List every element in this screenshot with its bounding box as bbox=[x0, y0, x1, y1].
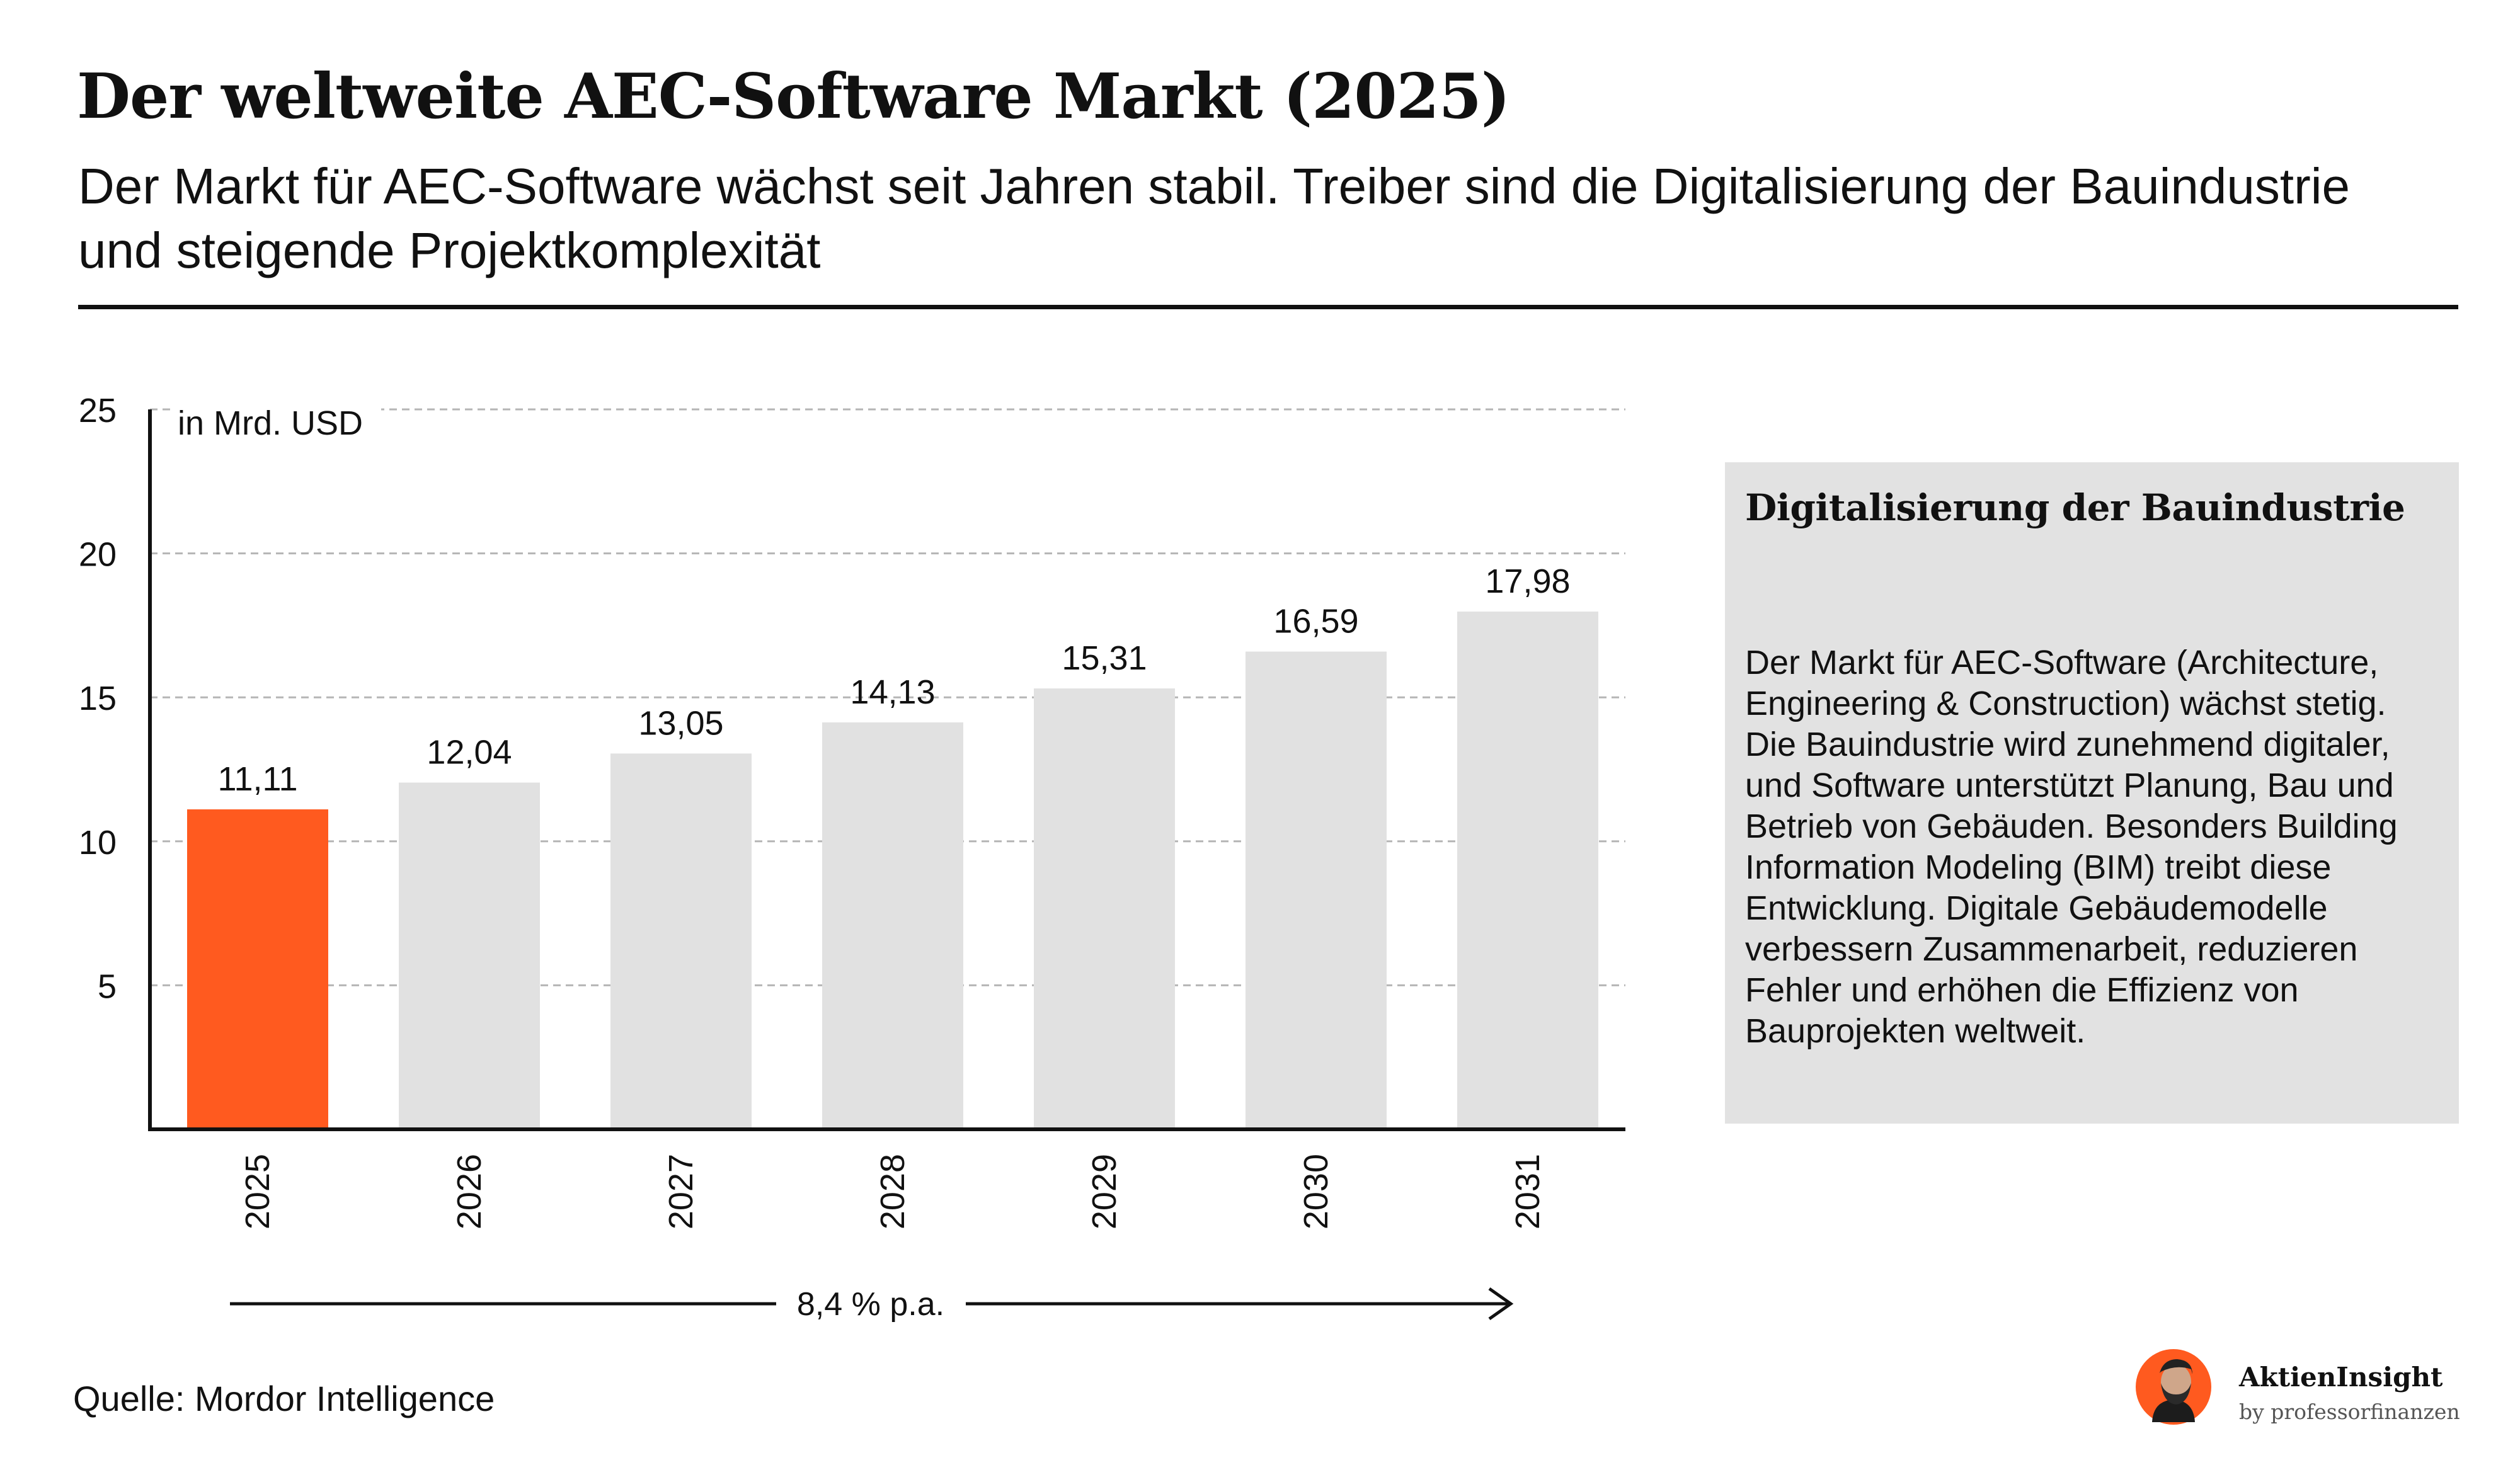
bar-value-label: 12,04 bbox=[427, 734, 512, 772]
page-subtitle: Der Markt für AEC-Software wächst seit J… bbox=[78, 158, 2351, 278]
bar-value-label: 17,98 bbox=[1485, 562, 1570, 600]
growth-rate-label: 8,4 % p.a. bbox=[797, 1286, 944, 1323]
x-tick-label: 2028 bbox=[874, 1154, 912, 1229]
bar-2030 bbox=[1246, 651, 1387, 1129]
bar-2031 bbox=[1457, 611, 1598, 1129]
y-axis-unit-label: in Mrd. USD bbox=[178, 404, 363, 442]
y-tick-label: 20 bbox=[79, 536, 117, 574]
info-panel-text: Der Markt für AEC-Software (Architecture… bbox=[1745, 644, 2398, 1050]
growth-annotation: 8,4 % p.a. bbox=[230, 1286, 1514, 1323]
info-panel: Digitalisierung der Bauindustrie Der Mar… bbox=[1725, 462, 2459, 1124]
x-tick-label: 2031 bbox=[1509, 1154, 1547, 1229]
bar-chart: in Mrd. USD 51015202511,11202512,0420261… bbox=[79, 392, 1625, 1323]
x-tick-label: 2025 bbox=[239, 1154, 277, 1229]
page-title: Der weltweite AEC-Software Markt (2025) bbox=[77, 60, 1510, 133]
info-panel-title: Digitalisierung der Bauindustrie bbox=[1745, 486, 2405, 529]
bar-2029 bbox=[1034, 688, 1175, 1129]
x-tick-label: 2030 bbox=[1297, 1154, 1335, 1229]
bars bbox=[187, 611, 1598, 1129]
y-tick-label: 10 bbox=[79, 824, 117, 862]
bar-value-label: 11,11 bbox=[217, 760, 297, 798]
bar-value-label: 16,59 bbox=[1273, 603, 1358, 641]
arrow-head-icon bbox=[1488, 1287, 1514, 1321]
x-tick-label: 2029 bbox=[1085, 1154, 1123, 1229]
brand-subtitle: by professorfinanzen bbox=[2239, 1399, 2460, 1424]
brand-name: AktienInsight bbox=[2239, 1362, 2443, 1393]
x-tick-label: 2027 bbox=[662, 1154, 700, 1229]
y-tick-label: 15 bbox=[79, 680, 117, 717]
bar-2025 bbox=[187, 809, 328, 1129]
y-tick-label: 25 bbox=[79, 392, 117, 430]
avatar-icon bbox=[2136, 1349, 2211, 1425]
source-note: Quelle: Mordor Intelligence bbox=[73, 1379, 495, 1418]
bar-value-label: 14,13 bbox=[850, 673, 935, 711]
labels: 51015202511,11202512,04202613,05202714,1… bbox=[79, 392, 1571, 1229]
bar-2027 bbox=[610, 753, 752, 1129]
x-tick-label: 2026 bbox=[450, 1154, 488, 1229]
bar-2026 bbox=[399, 782, 540, 1129]
y-tick-label: 5 bbox=[98, 967, 117, 1005]
bar-2028 bbox=[822, 722, 963, 1129]
ylabel-backdrop bbox=[170, 400, 381, 450]
header-divider bbox=[78, 305, 2458, 309]
bar-value-label: 15,31 bbox=[1062, 639, 1147, 677]
axes: in Mrd. USD bbox=[148, 400, 1625, 1131]
brand-logo: AktienInsight by professorfinanzen bbox=[2134, 1347, 2462, 1428]
bar-value-label: 13,05 bbox=[638, 704, 723, 742]
